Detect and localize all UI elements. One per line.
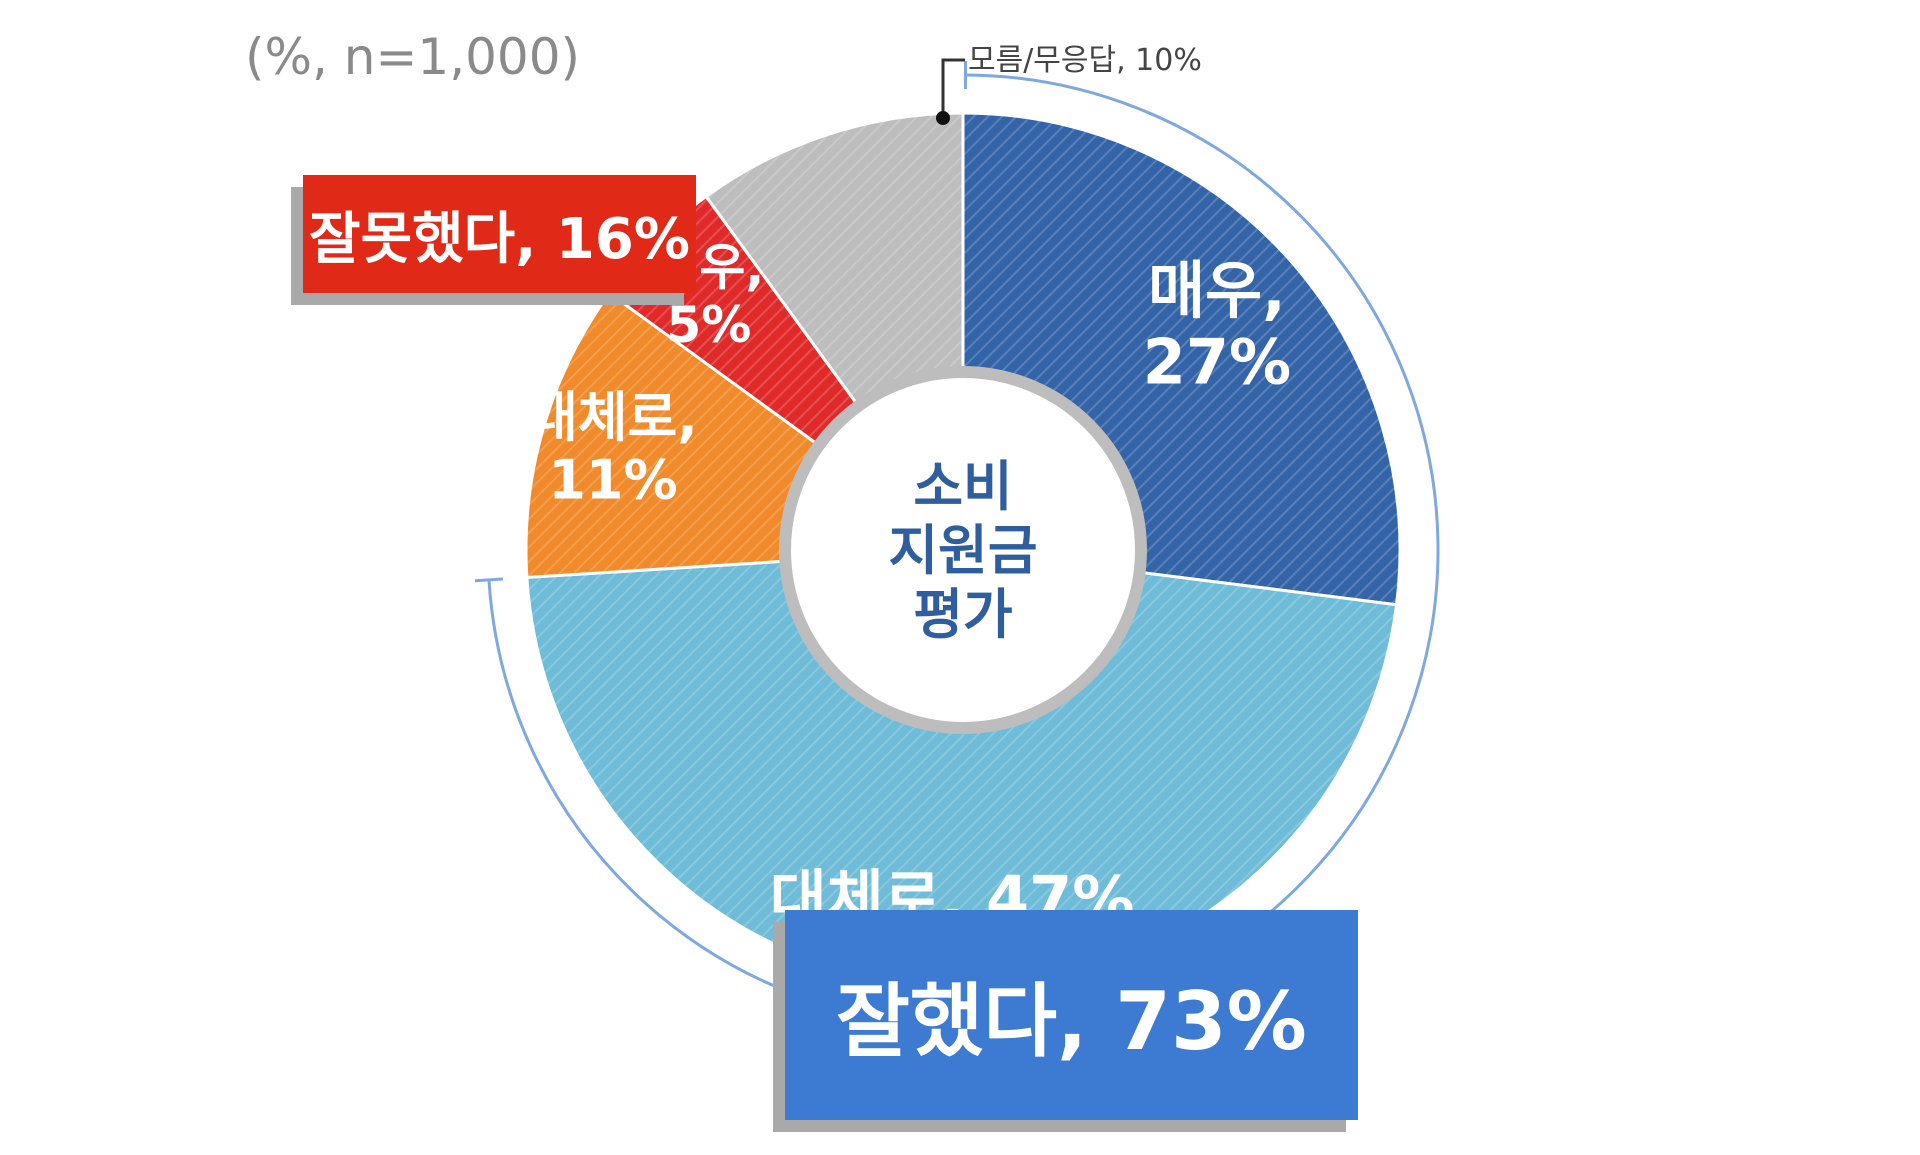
slice-hatch-2 (526, 561, 1397, 987)
center-hub: 소비 지원금 평가 (779, 366, 1147, 734)
dont-know-callout: 모름/무응답, 10% (936, 43, 1202, 125)
slice-hatch-1 (963, 113, 1400, 605)
slice-label-3: 대체로, 11% (528, 386, 698, 511)
slice-label-1: 매우, 27% (1143, 254, 1291, 398)
sample-note: (%, n=1,000) (245, 28, 581, 86)
bracket-tick-2 (474, 577, 504, 583)
slice-hatch-5 (706, 113, 963, 406)
positive-bracket-arc (487, 73, 1440, 1027)
center-label: 소비 지원금 평가 (888, 455, 1037, 646)
negative-total-box: 잘못했다, 16% (303, 175, 696, 293)
slice-hatch-3 (526, 293, 819, 578)
dont-know-label: 모름/무응답, 10% (968, 43, 1202, 78)
positive-total-box: 잘했다, 73% (785, 910, 1358, 1120)
